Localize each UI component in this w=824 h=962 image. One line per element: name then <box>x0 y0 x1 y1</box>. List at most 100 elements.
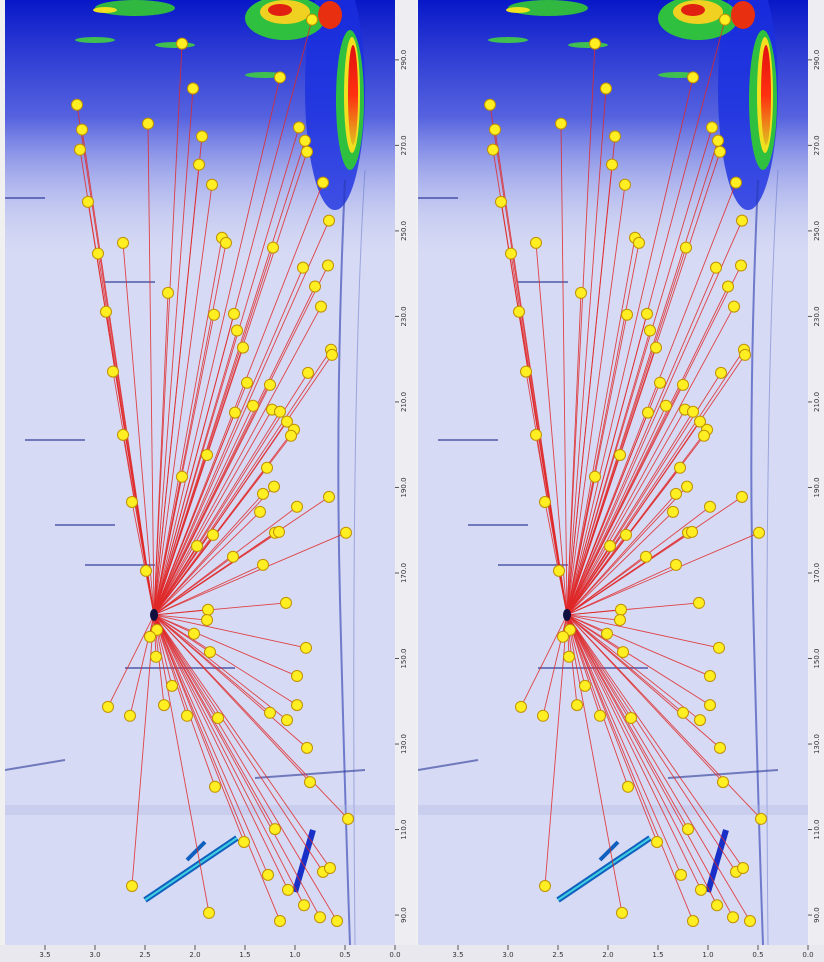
peak-marker <box>316 301 327 312</box>
x-tick-label: 2.5 <box>552 951 563 959</box>
peak-marker <box>194 159 205 170</box>
peak-marker <box>232 325 243 336</box>
peak-marker <box>177 38 188 49</box>
peak-marker <box>210 781 221 792</box>
peak-marker <box>283 884 294 895</box>
peak-marker <box>554 565 565 576</box>
y-tick-label: 130.0 <box>400 734 408 754</box>
peak-marker <box>265 707 276 718</box>
peak-marker <box>688 406 699 417</box>
peak-marker <box>318 177 329 188</box>
peak-marker <box>302 742 313 753</box>
peak-marker <box>197 131 208 142</box>
reference-peak <box>150 609 158 621</box>
peak-marker <box>678 707 689 718</box>
peak-marker <box>645 325 656 336</box>
peak-marker <box>714 642 725 653</box>
y-tick-label: 170.0 <box>400 563 408 583</box>
peak-marker <box>602 628 613 639</box>
x-tick-label: 3.5 <box>452 951 463 959</box>
peak-marker <box>618 647 629 658</box>
peak-marker <box>145 631 156 642</box>
peak-marker <box>103 701 114 712</box>
peak-marker <box>737 215 748 226</box>
peak-marker <box>676 869 687 880</box>
y-tick-label: 110.0 <box>813 820 821 840</box>
peak-marker <box>683 824 694 835</box>
peak-marker <box>167 680 178 691</box>
x-tick-label: 2.5 <box>139 951 150 959</box>
peak-marker <box>310 281 321 292</box>
peak-marker <box>572 700 583 711</box>
peak-marker <box>325 863 336 874</box>
peak-marker <box>754 527 765 538</box>
peak-marker <box>182 710 193 721</box>
peak-marker <box>715 146 726 157</box>
peak-marker <box>262 462 273 473</box>
peak-marker <box>315 912 326 923</box>
peak-marker <box>678 379 689 390</box>
peak-marker <box>615 449 626 460</box>
peak-marker <box>228 551 239 562</box>
peak-marker <box>705 700 716 711</box>
y-tick-label: 250.0 <box>813 221 821 241</box>
peak-marker <box>720 14 731 25</box>
peak-marker <box>576 287 587 298</box>
peak-marker <box>531 237 542 248</box>
y-tick-label: 250.0 <box>400 221 408 241</box>
peak-marker <box>595 710 606 721</box>
peak-marker <box>641 551 652 562</box>
peak-marker <box>258 559 269 570</box>
x-tick-label: 1.0 <box>702 951 713 959</box>
peak-marker <box>268 242 279 253</box>
peak-marker <box>590 38 601 49</box>
peak-marker <box>661 400 672 411</box>
peak-marker <box>516 701 527 712</box>
x-axis-strip <box>0 945 824 962</box>
peak-marker <box>118 237 129 248</box>
peak-marker <box>605 541 616 552</box>
peak-marker <box>242 377 253 388</box>
peak-marker <box>705 501 716 512</box>
peak-marker <box>77 124 88 135</box>
x-tick-label: 1.5 <box>239 951 250 959</box>
peak-marker <box>263 869 274 880</box>
y-tick-label: 130.0 <box>813 734 821 754</box>
peak-marker <box>716 367 727 378</box>
peak-marker <box>207 179 218 190</box>
peak-marker <box>248 400 259 411</box>
y-tick-label: 210.0 <box>400 392 408 412</box>
peak-marker <box>141 565 152 576</box>
peak-marker <box>556 118 567 129</box>
y-tick-label: 150.0 <box>813 648 821 668</box>
peak-marker <box>643 407 654 418</box>
peak-marker <box>238 342 249 353</box>
peak-marker <box>712 900 723 911</box>
peak-marker <box>274 526 285 537</box>
peak-marker <box>239 836 250 847</box>
peak-marker <box>294 122 305 133</box>
peak-marker <box>208 529 219 540</box>
peak-marker <box>580 680 591 691</box>
peak-marker <box>143 118 154 129</box>
y-tick-label: 150.0 <box>400 648 408 668</box>
peak-marker <box>506 248 517 259</box>
peak-marker <box>731 177 742 188</box>
peak-marker <box>323 260 334 271</box>
peak-marker <box>488 144 499 155</box>
y-tick-label: 290.0 <box>400 50 408 70</box>
peak-marker <box>675 462 686 473</box>
peak-marker <box>163 287 174 298</box>
peak-marker <box>564 651 575 662</box>
peak-marker <box>607 159 618 170</box>
peak-marker <box>626 712 637 723</box>
peak-marker <box>590 471 601 482</box>
peak-marker <box>620 179 631 190</box>
y-tick-label: 190.0 <box>813 477 821 497</box>
peak-marker <box>610 131 621 142</box>
x-tick-label: 0.0 <box>802 951 813 959</box>
x-tick-label: 0.5 <box>752 951 763 959</box>
peak-marker <box>521 366 532 377</box>
peak-marker <box>738 863 749 874</box>
y-tick-label: 230.0 <box>400 306 408 326</box>
